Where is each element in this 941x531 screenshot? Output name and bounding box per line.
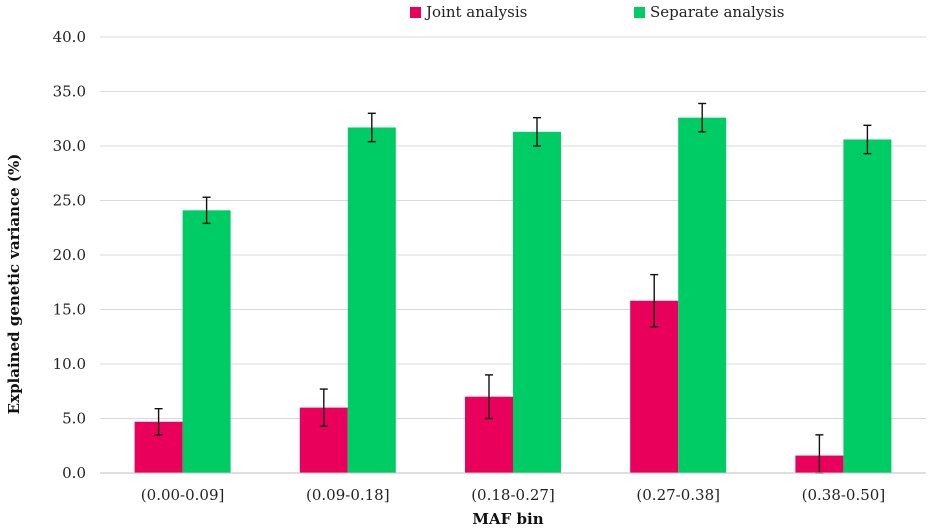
error-bar-separate-analysis-1 bbox=[202, 196, 211, 225]
y-tick-label: 10.0 bbox=[53, 355, 86, 373]
y-tick-label: 30.0 bbox=[53, 137, 86, 155]
x-tick-label: (0.27-0.38] bbox=[636, 486, 720, 504]
x-tick-label: (0.00-0.09] bbox=[141, 486, 225, 504]
error-bars bbox=[154, 102, 872, 474]
x-axis-ticks: (0.00-0.09] (0.09-0.18] (0.18-0.27] (0.27-0… bbox=[141, 486, 885, 504]
bar-separate-analysis-4 bbox=[678, 117, 727, 473]
bar-separate-analysis-2 bbox=[347, 127, 396, 473]
legend-swatch-joint-analysis bbox=[410, 7, 421, 18]
legend: Joint analysis Separate analysis bbox=[410, 3, 785, 21]
error-bar-separate-analysis-4 bbox=[698, 102, 707, 133]
legend-label-joint-analysis: Joint analysis bbox=[424, 3, 527, 21]
y-tick-label: 0.0 bbox=[62, 464, 86, 482]
error-bar-joint-analysis-2 bbox=[319, 388, 328, 427]
y-tick-label: 35.0 bbox=[53, 83, 86, 101]
legend-label-separate-analysis: Separate analysis bbox=[650, 3, 785, 21]
x-tick-label: (0.09-0.18] bbox=[306, 486, 390, 504]
bar-separate-analysis-3 bbox=[513, 131, 561, 473]
y-tick-label: 15.0 bbox=[53, 301, 86, 319]
bar-joint-analysis-4 bbox=[630, 300, 679, 473]
error-bar-separate-analysis-2 bbox=[367, 112, 376, 143]
error-bar-joint-analysis-4 bbox=[650, 273, 659, 328]
error-bar-separate-analysis-3 bbox=[533, 116, 541, 147]
error-bar-joint-analysis-3 bbox=[485, 374, 493, 420]
x-tick-label: (0.18-0.27] bbox=[471, 486, 555, 504]
bar-separate-analysis-1 bbox=[182, 210, 231, 473]
y-tick-label: 5.0 bbox=[62, 410, 86, 428]
bar-separate-analysis-5 bbox=[843, 139, 892, 473]
x-tick-label: (0.38-0.50] bbox=[802, 486, 886, 504]
y-tick-label: 40.0 bbox=[53, 28, 86, 46]
x-axis-label: MAF bin bbox=[472, 510, 543, 528]
legend-swatch-separate-analysis bbox=[634, 7, 645, 18]
error-bar-joint-analysis-1 bbox=[154, 407, 163, 436]
y-axis-ticks: 0.0 5.0 10.0 15.0 20.0 25.0 30.0 35.0 40.0 bbox=[53, 28, 86, 482]
y-tick-label: 25.0 bbox=[53, 192, 86, 210]
error-bar-separate-analysis-5 bbox=[863, 124, 872, 155]
bars bbox=[134, 117, 892, 473]
y-tick-label: 20.0 bbox=[53, 246, 86, 264]
y-axis-label: Explained genetic variance (%) bbox=[5, 154, 23, 415]
